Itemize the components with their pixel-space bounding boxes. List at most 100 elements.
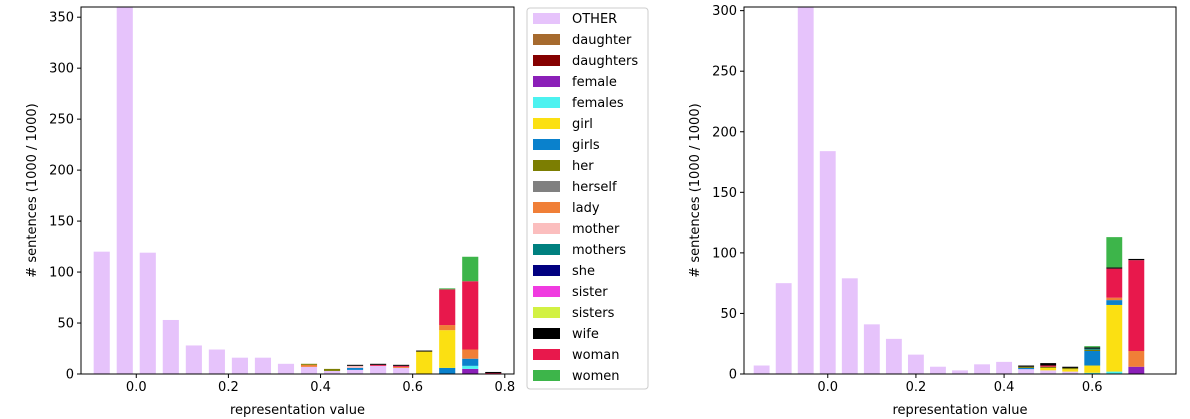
legend-swatch-lady [533,202,560,213]
right-chart-bar-woman [1106,268,1123,298]
left-chart-y-tick-label: 350 [49,11,74,26]
right-chart-bar-other [797,7,814,374]
left-chart-bar-women [439,288,456,290]
left-chart-bar-other [277,363,295,374]
legend-label-other: OTHER [572,12,617,27]
legend-swatch-mother [533,223,560,234]
right-chart-bar-lady [1106,297,1123,301]
right-chart-x-tick-label: 0.0 [817,380,838,395]
right-chart-bar-other [996,361,1013,374]
right-chart-bar-wife [1106,267,1123,269]
left-chart-bar-lady [300,364,318,367]
right-chart-bar-women [1106,237,1123,268]
right-chart-bar-other [1062,371,1079,374]
right-chart-y-tick-label: 100 [712,246,737,261]
left-chart-bar-wife [347,364,364,366]
right-chart-bar-female [1128,366,1145,374]
right-chart-bar-lady [1128,350,1145,367]
right-chart-bar-other [1018,369,1035,374]
left-chart-bar-girl [416,351,433,374]
left-chart-bar-other [116,7,133,374]
left-chart-bar-lady [393,366,410,368]
left-chart-bar-other [347,369,364,374]
legend-swatch-female [533,76,560,87]
left-chart-bar-woman [462,281,479,350]
left-chart-bar-other [185,345,202,374]
left-chart-bar-girl [439,330,456,368]
right-chart-axes-frame [743,6,1177,375]
right-chart-bar-other [841,278,858,374]
legend-label-mother: mother [572,222,620,237]
right-chart-y-tick-label: 250 [712,65,737,80]
legend-swatch-sisters [533,307,560,318]
right-chart-bar-other [1040,370,1057,374]
left-chart-bar-women [462,256,479,282]
left-chart-bar-girls [347,367,364,370]
right-chart-bar-girls [1018,367,1035,370]
left-chart-bar-wife [485,371,502,373]
left-chart-bar-girls [439,367,456,374]
legend-swatch-daughter [533,34,560,45]
right-chart-bar-wife [1040,363,1057,366]
right-chart-bar-other [907,354,924,374]
left-chart-y-axis-label: # sentences (1000 / 1000) [25,103,40,277]
left-chart-x-tick-label: 0.4 [310,380,331,395]
left-chart-bar-woman [393,365,410,367]
right-chart-bar-wife [1128,258,1145,261]
right-chart-bar-wife [1062,366,1079,368]
right-chart-bar-other [885,338,902,374]
left-chart-bar-other [300,366,318,374]
legend-label-females: females [572,96,624,111]
right-chart-x-tick-label: 0.4 [994,380,1015,395]
left-chart-bar-other [393,367,410,374]
left-chart-bar-her [300,363,318,365]
right-chart-y-tick-label: 300 [712,4,737,19]
legend-label-girl: girl [572,117,593,132]
right-chart-bar-other [775,283,792,374]
right-chart-bar-girl [1062,369,1079,372]
legend-swatch-wife [533,328,560,339]
left-chart-y-tick-label: 0 [66,368,74,383]
right-chart-bar-her [1084,349,1101,351]
legend-swatch-daughters [533,55,560,66]
right-chart-bar-girl [1106,304,1123,372]
legend-swatch-girls [533,139,560,150]
right-chart-y-tick-label: 0 [729,368,737,383]
right-chart-y-tick-label: 200 [712,125,737,140]
legend-label-sisters: sisters [572,306,615,321]
left-chart-bar-woman [485,372,502,374]
left-chart-bar-wife [370,363,387,365]
left-chart-bar-her [323,368,341,371]
left-chart-bar-woman [370,364,387,366]
legend: OTHER daughter daughters female females girl g… [526,7,649,390]
legend-swatch-women [533,370,560,381]
left-chart-bar-other [370,365,387,374]
left-chart-y-tick-label: 150 [49,215,74,230]
legend-label-mothers: mothers [572,243,626,258]
legend-swatch-her [533,160,560,171]
right-chart-bar-other [753,365,770,374]
legend-label-wife: wife [572,327,599,342]
left-chart-bar-woman [439,289,456,326]
left-chart-bar-female [462,368,479,374]
legend-label-women: women [572,369,620,384]
right-chart-y-axis-label: # sentences (1000 / 1000) [688,103,703,277]
right-chart-bar-females [1084,372,1101,374]
left-chart-bar-mother [347,365,364,368]
left-chart-y-tick-label: 100 [49,266,74,281]
left-chart-bar-girls [462,358,479,366]
right-chart-bar-girls [1106,300,1123,305]
legend-label-woman: woman [572,348,619,363]
legend-label-her: her [572,159,594,174]
legend-swatch-woman [533,349,560,360]
legend-swatch-mothers [533,244,560,255]
right-chart-x-tick-label: 0.2 [906,380,927,395]
right-chart-bar-other [863,324,880,374]
legend-label-herself: herself [572,180,617,195]
left-chart-bar-wife [416,350,433,352]
right-chart-bar-girls [1084,350,1101,366]
left-chart-bar-other [323,370,341,374]
right-chart-bar-wife [1084,347,1101,349]
left-chart-y-tick-label: 300 [49,62,74,77]
